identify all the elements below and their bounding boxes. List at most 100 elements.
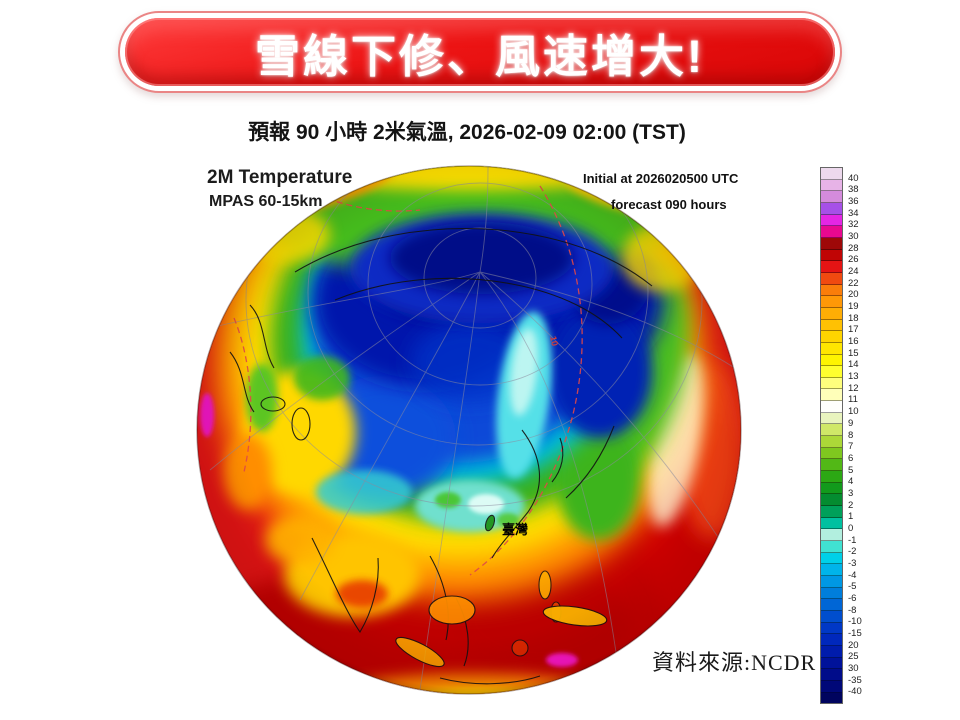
colorbar-tick-label: 28	[848, 242, 859, 254]
colorbar-tick-label: 17	[848, 324, 859, 336]
colorbar-tick-label: 20	[848, 639, 859, 651]
colorbar-segment	[821, 226, 842, 238]
colorbar-segment	[821, 272, 842, 285]
map-init-time-label: Initial at 2026020500 UTC	[583, 171, 739, 186]
colorbar-segment	[821, 599, 842, 611]
colorbar-tick-label: -40	[848, 686, 862, 698]
colorbar-tick-label: -10	[848, 616, 862, 628]
colorbar-tick-label: -6	[848, 592, 857, 604]
colorbar-tick-label: 26	[848, 254, 859, 266]
colorbar-tick-label: 9	[848, 417, 854, 429]
colorbar-tick-label: 2	[848, 499, 854, 511]
colorbar-segment	[821, 191, 842, 203]
colorbar-segment	[821, 634, 842, 646]
colorbar-segment	[821, 541, 842, 553]
colorbar-segment	[821, 284, 842, 297]
colorbar-tick-label: -2	[848, 546, 857, 558]
colorbar-segment	[821, 366, 842, 378]
colorbar-tick-label: 22	[848, 277, 859, 289]
colorbar-tick-label: 14	[848, 359, 859, 371]
headline-banner-body: 雪線下修、風速增大!	[125, 18, 835, 86]
colorbar-segment	[821, 552, 842, 565]
colorbar-segment	[821, 179, 842, 192]
colorbar-tick-label: 19	[848, 301, 859, 313]
colorbar-tick-label: 6	[848, 452, 854, 464]
colorbar-segment	[821, 680, 842, 693]
colorbar-segment	[821, 517, 842, 530]
colorbar-labels: 40 38 36 34 32 30 28 26 24 22 20 19 18 17 16 15 14 13 12 11…	[848, 167, 880, 704]
colorbar-tick-label: 10	[848, 406, 859, 418]
colorbar-segment	[821, 202, 842, 215]
colorbar-segment	[821, 506, 842, 518]
colorbar-tick-label: 15	[848, 347, 859, 359]
colorbar-segment	[821, 168, 842, 180]
colorbar-tick-label: -5	[848, 581, 857, 593]
colorbar-tick-label: 25	[848, 651, 859, 663]
colorbar-tick-label: 24	[848, 266, 859, 278]
colorbar-segment	[821, 249, 842, 262]
colorbar-segment	[821, 529, 842, 541]
colorbar-tick-label: 18	[848, 312, 859, 324]
colorbar-segment	[821, 622, 842, 635]
colorbar-segment	[821, 307, 842, 320]
globe-temperature-field	[197, 166, 741, 694]
data-source-credit: 資料來源:NCDR	[652, 650, 817, 675]
colorbar-tick-label: 0	[848, 522, 854, 534]
colorbar-segment	[821, 459, 842, 472]
colorbar-segment	[821, 331, 842, 343]
colorbar-tick-label: 30	[848, 662, 859, 674]
colorbar-tick-label: 30	[848, 231, 859, 243]
colorbar-segment	[821, 564, 842, 576]
colorbar-segment	[821, 575, 842, 588]
colorbar-segment	[821, 587, 842, 600]
colorbar-segment	[821, 436, 842, 448]
colorbar-segment	[821, 401, 842, 413]
colorbar-tick-label: 4	[848, 476, 854, 488]
colorbar-segment	[821, 645, 842, 658]
map-model-label: MPAS 60-15km	[209, 193, 323, 210]
colorbar-segment	[821, 657, 842, 670]
colorbar-tick-label: 34	[848, 207, 859, 219]
colorbar-tick-label: 8	[848, 429, 854, 441]
colorbar-segment	[821, 296, 842, 308]
colorbar-segment	[821, 354, 842, 367]
colorbar-segment	[821, 342, 842, 355]
taiwan-place-label: 臺灣	[502, 522, 529, 537]
colorbar-tick-label: -3	[848, 557, 857, 569]
colorbar-tick-label: 32	[848, 219, 859, 231]
colorbar-tick-label: -4	[848, 569, 857, 581]
colorbar-segments	[820, 167, 843, 704]
colorbar-segment	[821, 610, 842, 623]
colorbar-segment	[821, 412, 842, 425]
colorbar-tick-label: -15	[848, 627, 862, 639]
colorbar-segment	[821, 447, 842, 460]
colorbar-segment	[821, 669, 842, 681]
headline-banner: 雪線下修、風速增大!	[118, 11, 842, 93]
colorbar-segment	[821, 482, 842, 495]
colorbar-segment	[821, 471, 842, 483]
globe-outline	[196, 165, 742, 695]
headline-title: 雪線下修、風速增大!	[255, 30, 705, 82]
map-forecast-hours-label: forecast 090 hours	[611, 197, 727, 212]
colorbar-tick-label: -1	[848, 534, 857, 546]
colorbar-tick-label: 16	[848, 336, 859, 348]
colorbar-segment	[821, 494, 842, 507]
colorbar-tick-label: 38	[848, 184, 859, 196]
colorbar-tick-label: 7	[848, 441, 854, 453]
colorbar-tick-label: 20	[848, 289, 859, 301]
colorbar-segment	[821, 424, 842, 437]
colorbar-tick-label: 5	[848, 464, 854, 476]
map-variable-title: 2M Temperature	[207, 167, 353, 188]
colorbar-segment	[821, 237, 842, 250]
colorbar-tick-label: 12	[848, 382, 859, 394]
colorbar-segment	[821, 261, 842, 273]
colorbar-tick-label: 13	[848, 371, 859, 383]
colorbar-tick-label: 11	[848, 394, 858, 406]
colorbar-tick-label: 3	[848, 487, 854, 499]
colorbar-segment	[821, 377, 842, 390]
colorbar-tick-label: -35	[848, 674, 862, 686]
colorbar-tick-label: 1	[848, 511, 854, 523]
colorbar-segment	[821, 214, 842, 227]
